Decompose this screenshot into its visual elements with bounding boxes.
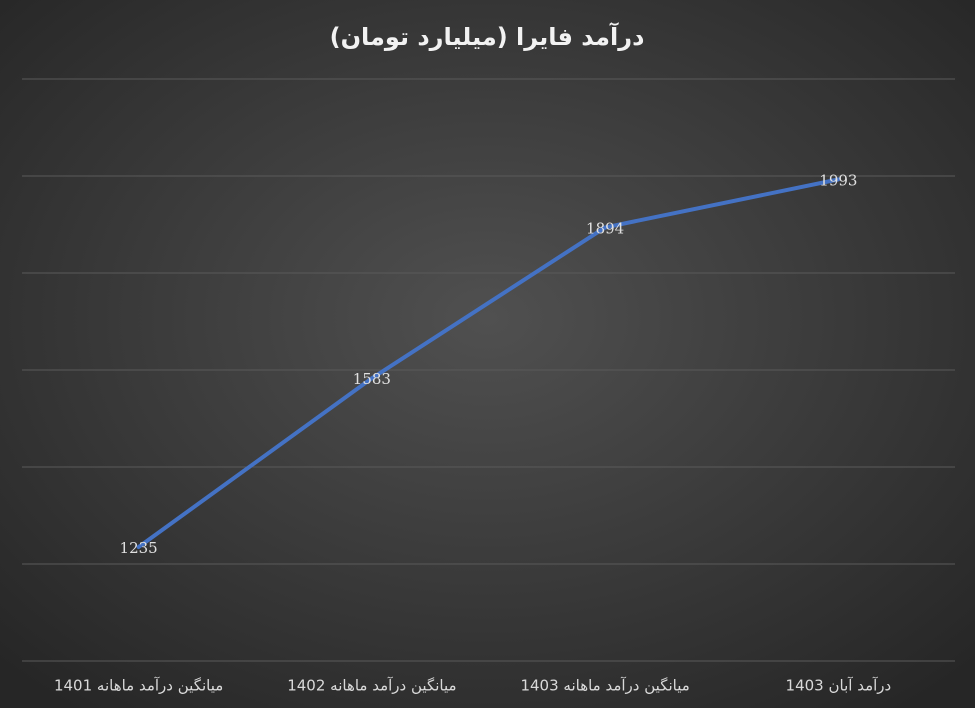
x-tick-label: درآمد آبان 1403	[786, 677, 892, 695]
data-label: 1235	[120, 539, 158, 557]
x-tick-label: میانگین درآمد ماهانه 1403	[520, 677, 689, 695]
data-label: 1993	[819, 171, 857, 189]
chart-title: درآمد فایرا (میلیارد تومان)	[330, 22, 645, 51]
x-tick-label: میانگین درآمد ماهانه 1402	[287, 677, 456, 695]
series-line	[136, 177, 841, 550]
data-label: 1894	[586, 219, 624, 237]
x-tick-label: میانگین درآمد ماهانه 1401	[54, 677, 223, 695]
data-label: 1583	[353, 370, 391, 388]
